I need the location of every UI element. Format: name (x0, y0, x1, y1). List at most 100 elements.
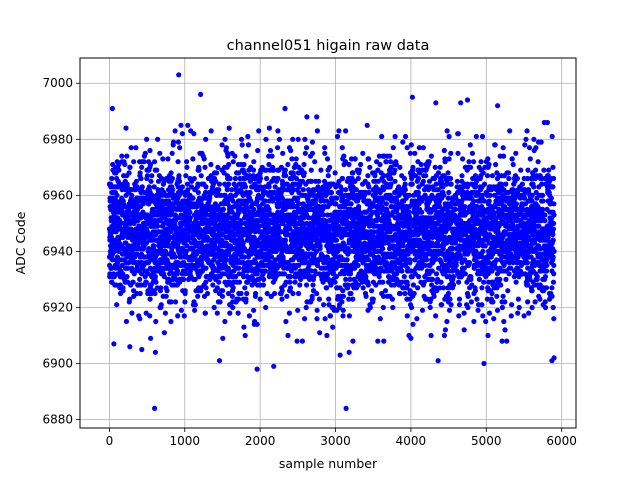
data-point (175, 139, 181, 145)
data-point (232, 175, 238, 182)
data-point (236, 279, 243, 285)
data-point (356, 167, 362, 173)
data-point (282, 237, 288, 243)
data-point (402, 133, 409, 140)
data-point (314, 307, 320, 313)
data-point (182, 299, 188, 305)
data-point (163, 293, 169, 299)
data-point (155, 223, 161, 229)
data-point (290, 290, 296, 297)
data-point (204, 290, 211, 297)
data-point (468, 299, 474, 305)
data-point (324, 254, 330, 260)
data-point (333, 274, 339, 280)
data-point (116, 167, 122, 173)
data-point (397, 164, 403, 170)
data-point (192, 276, 198, 282)
data-point (380, 304, 386, 311)
data-point (271, 167, 277, 173)
data-point (157, 150, 163, 156)
data-point (284, 293, 290, 299)
data-point (279, 296, 285, 302)
data-point (309, 150, 316, 156)
data-point (172, 254, 178, 260)
data-point (410, 282, 417, 288)
data-point (441, 332, 447, 339)
data-point (152, 274, 158, 280)
data-point (247, 189, 253, 196)
data-point (214, 310, 220, 316)
data-point (419, 307, 426, 313)
data-point (181, 276, 187, 282)
data-point (426, 178, 433, 184)
data-point (429, 276, 436, 282)
data-point (174, 268, 181, 274)
data-point (402, 290, 408, 297)
data-point (435, 170, 442, 176)
data-point (348, 156, 355, 162)
data-point (423, 173, 429, 179)
data-point (220, 206, 227, 212)
data-point (471, 318, 477, 325)
data-point (269, 254, 275, 260)
data-point (227, 175, 233, 182)
data-point (166, 276, 172, 282)
data-point (257, 175, 264, 182)
data-point (397, 290, 403, 297)
data-point (380, 279, 386, 285)
data-point (152, 159, 158, 165)
data-point (313, 248, 320, 254)
data-point (282, 167, 288, 173)
data-point (401, 175, 407, 182)
data-point (165, 156, 171, 162)
data-point (216, 187, 222, 193)
data-point (339, 299, 345, 305)
data-point (217, 299, 223, 305)
data-point (182, 288, 188, 294)
data-point (243, 201, 249, 207)
data-point (432, 164, 438, 170)
data-point (302, 150, 308, 156)
data-point (415, 189, 421, 196)
data-point (116, 181, 122, 187)
data-point (471, 159, 477, 165)
data-point (399, 268, 405, 274)
data-point (236, 265, 242, 271)
data-point (365, 282, 371, 288)
data-point (448, 150, 454, 156)
data-point (254, 271, 260, 277)
data-point (332, 279, 338, 285)
data-point (130, 279, 136, 285)
data-point (439, 302, 445, 308)
data-point (334, 133, 341, 140)
data-point (242, 184, 249, 190)
data-point (263, 167, 269, 173)
data-point (120, 288, 126, 294)
data-point (350, 170, 356, 176)
data-point (340, 313, 346, 319)
data-point (155, 136, 161, 142)
data-point (473, 248, 479, 254)
data-point (308, 268, 314, 274)
data-point (375, 178, 381, 184)
data-point (240, 240, 246, 246)
data-point (148, 161, 154, 168)
data-point (363, 293, 369, 299)
data-point (158, 285, 164, 291)
data-point (164, 288, 170, 294)
data-point (376, 274, 382, 280)
data-point (124, 153, 130, 159)
data-point (379, 133, 385, 140)
data-point (377, 161, 383, 168)
data-point (355, 175, 361, 182)
data-point (406, 192, 412, 198)
data-point (355, 282, 362, 288)
data-point (392, 167, 398, 173)
data-point (272, 290, 278, 297)
data-point (428, 332, 434, 339)
data-point (279, 288, 285, 294)
data-point (333, 237, 340, 243)
data-point (340, 307, 346, 313)
data-point (137, 276, 143, 282)
data-point (123, 318, 129, 325)
